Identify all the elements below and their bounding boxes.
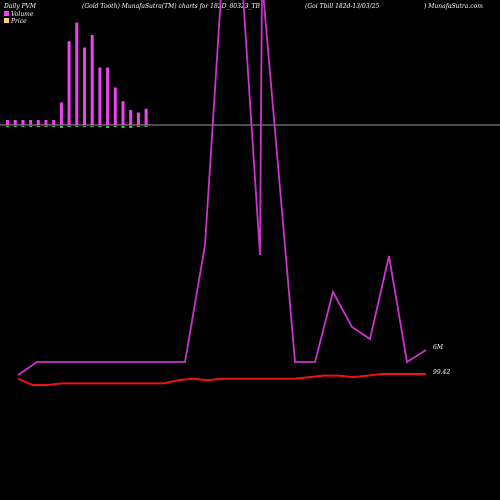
volume-bar	[59, 102, 63, 125]
header-left: Daily PVM	[3, 3, 37, 10]
volume-bar-neg	[29, 126, 33, 127]
legend-volume-swatch	[4, 11, 9, 16]
volume-bar-neg	[106, 126, 110, 128]
volume-bar-neg	[67, 126, 71, 127]
volume-bar-neg	[75, 126, 79, 127]
volume-bar-neg	[36, 126, 40, 127]
volume-bar	[136, 112, 140, 125]
volume-bar	[6, 120, 9, 125]
volume-bar-neg	[83, 126, 86, 127]
price-line	[17, 373, 426, 386]
volume-bars	[6, 22, 148, 128]
volume-bar-neg	[90, 126, 94, 127]
volume-last-label: 6M	[433, 344, 444, 351]
volume-bar	[106, 67, 110, 125]
volume-bar-neg	[121, 126, 125, 128]
legend-price-label: Price	[10, 18, 27, 25]
legend: Volume Price	[4, 11, 34, 25]
volume-bar	[36, 120, 40, 125]
volume-line	[17, 0, 427, 376]
volume-bar	[98, 67, 102, 125]
volume-bar-neg	[6, 126, 9, 127]
price-last-label: 99.42	[433, 369, 450, 376]
volume-bar	[90, 35, 94, 125]
volume-bar-neg	[98, 126, 102, 127]
volume-bar	[44, 120, 48, 125]
volume-bar	[113, 87, 117, 125]
volume-bar-neg	[136, 126, 140, 127]
volume-bar	[121, 101, 125, 125]
volume-bar	[29, 120, 33, 125]
legend-price-swatch	[4, 18, 9, 23]
volume-bar-neg	[13, 126, 17, 127]
volume-bar-neg	[144, 126, 148, 127]
volume-bar	[67, 41, 71, 125]
volume-bar-neg	[44, 126, 48, 127]
volume-bar	[75, 22, 79, 125]
volume-bar-neg	[52, 126, 56, 127]
header-center-right: (Goi Tbill 182d-13/03/25	[305, 3, 380, 10]
legend-volume-label: Volume	[11, 11, 34, 18]
volume-bar	[21, 120, 25, 125]
volume-bar	[144, 108, 148, 125]
volume-bar	[83, 47, 86, 125]
volume-bar	[52, 120, 56, 125]
chart-lines	[17, 0, 427, 386]
volume-bar	[129, 110, 133, 125]
header-right: ) MunafaSutra.com	[423, 3, 483, 10]
volume-bar-neg	[21, 126, 25, 127]
volume-bar-neg	[113, 126, 117, 127]
volume-bar	[13, 120, 17, 125]
volume-bar-neg	[59, 126, 63, 128]
header-center: (Gold Tooth) MunafaSutra(TM) charts for …	[82, 3, 261, 10]
volume-bar-neg	[129, 126, 133, 128]
